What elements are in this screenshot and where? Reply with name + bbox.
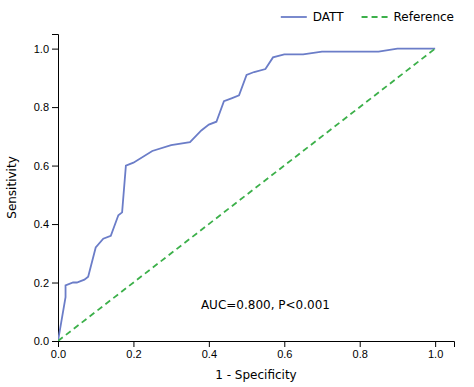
legend-swatch [362,16,388,18]
y-tick-mark [52,166,58,167]
x-tick: 0.8 [353,341,368,360]
y-tick-mark [52,283,58,284]
x-tick-mark [133,341,134,347]
y-tick-label: 0.4 [34,218,49,230]
lines [58,49,435,341]
y-tick-label: 0.2 [34,277,49,289]
y-tick: 1.0 [34,43,58,55]
legend-label: Reference [394,10,454,24]
y-tick-label: 1.0 [34,43,49,55]
y-tick-label: 0.8 [34,101,49,113]
y-axis-title: Sensitivity [5,156,19,218]
chart: 0.0 0.2 0.4 0.6 0.8 1.0 0.0 0.2 0.4 0.6 0.8 1.0 1 - … [0,0,474,387]
series-line [58,49,435,341]
x-tick: 0.0 [51,341,66,360]
x-tick-label: 0.4 [202,348,217,360]
x-axis: 0.0 0.2 0.4 0.6 0.8 1.0 [51,341,455,360]
y-tick: 0.4 [34,218,58,230]
y-tick-label: 0.0 [34,335,49,347]
x-axis-title: 1 - Specificity [215,368,296,382]
y-tick-mark [52,341,58,342]
y-tick: 0.2 [34,277,58,289]
plot: 0.0 0.2 0.4 0.6 0.8 1.0 0.0 0.2 0.4 0.6 0.8 1.0 1 - … [5,35,455,383]
x-tick-mark [360,341,361,347]
legend-label: DATT [313,10,344,24]
series-line [58,49,435,341]
x-tick-label: 0.2 [126,348,141,360]
x-tick-mark [209,341,210,347]
legend-item: Reference [362,10,454,24]
y-axis-line [52,35,59,342]
x-tick: 0.4 [202,341,217,360]
x-tick-label: 0.6 [277,348,292,360]
y-tick-mark [52,49,58,50]
y-tick-label: 0.6 [34,160,49,172]
x-tick-mark [435,341,436,347]
x-tick: 0.6 [277,341,292,360]
x-tick-mark [284,341,285,347]
x-tick-label: 0.0 [51,348,66,360]
x-tick-label: 0.8 [353,348,368,360]
legend-item: DATT [281,10,344,24]
y-tick-mark [52,107,58,108]
y-tick-mark [52,224,58,225]
legend-swatch [281,16,307,18]
annotation: AUC=0.800, P<0.001 [201,298,330,312]
x-axis-line [59,342,455,348]
y-tick: 0.0 [34,335,58,347]
y-tick: 0.8 [34,101,58,113]
y-axis: 0.0 0.2 0.4 0.6 0.8 1.0 [34,35,59,348]
x-tick-label: 1.0 [428,348,443,360]
y-tick: 0.6 [34,160,58,172]
legend: DATT Reference [281,10,454,24]
x-tick: 0.2 [126,341,141,360]
x-tick: 1.0 [428,341,443,360]
